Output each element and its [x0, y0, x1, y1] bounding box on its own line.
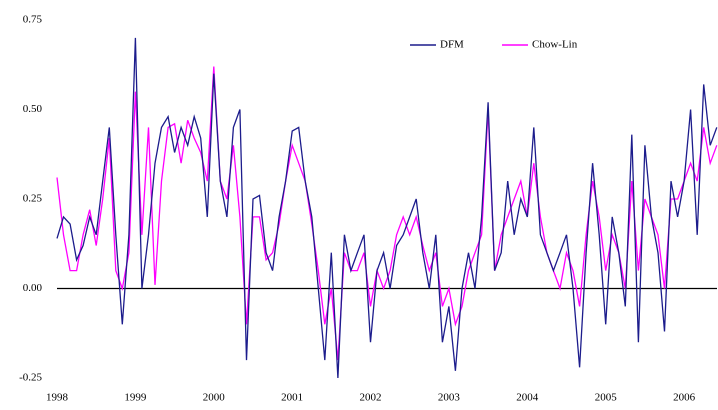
x-tick-label: 1998 — [46, 392, 69, 404]
x-tick-label: 2004 — [516, 392, 539, 404]
legend-label: DFM — [440, 39, 464, 51]
series-line — [56, 37, 718, 379]
x-tick-label: 2003 — [438, 392, 461, 404]
y-tick-label: -0.25 — [19, 372, 42, 384]
x-tick-label: 1999 — [124, 392, 147, 404]
x-tick-label: 2000 — [203, 392, 226, 404]
x-tick-label: 2002 — [360, 392, 382, 404]
y-tick-label: 0.50 — [23, 103, 43, 115]
x-tick-label: 2005 — [595, 392, 618, 404]
y-tick-label: 0.00 — [23, 282, 43, 294]
x-tick-label: 2001 — [281, 392, 303, 404]
series-line — [56, 66, 718, 361]
y-tick-label: 0.75 — [23, 14, 43, 26]
x-tick-label: 2006 — [673, 392, 696, 404]
y-tick-label: 0.25 — [23, 193, 43, 205]
legend-label: Chow-Lin — [532, 39, 578, 51]
